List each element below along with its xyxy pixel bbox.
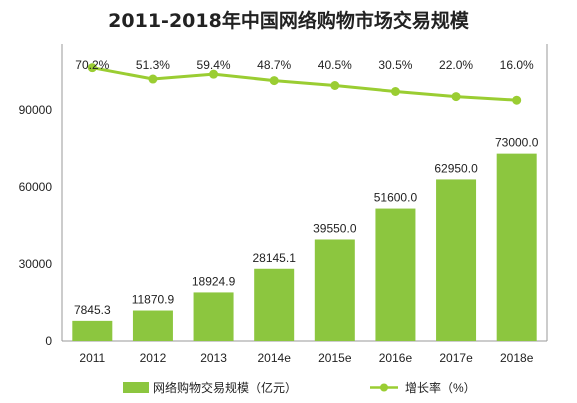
growth-rate-label: 30.5% bbox=[378, 58, 412, 72]
x-tick-label: 2014e bbox=[258, 351, 292, 365]
bar bbox=[314, 239, 355, 341]
x-tick-label: 2017e bbox=[439, 351, 473, 365]
x-tick-label: 2013 bbox=[200, 351, 227, 365]
bar-value-label: 39550.0 bbox=[313, 221, 357, 235]
x-tick-label: 2018e bbox=[500, 351, 534, 365]
bar-value-label: 51600.0 bbox=[374, 191, 418, 205]
bar bbox=[436, 179, 477, 341]
bar bbox=[132, 310, 173, 341]
bar bbox=[193, 292, 234, 341]
y-tick-label: 0 bbox=[45, 334, 52, 348]
x-tick-label: 2012 bbox=[140, 351, 167, 365]
growth-rate-point bbox=[87, 63, 97, 73]
bar-value-label: 73000.0 bbox=[495, 136, 539, 150]
growth-rate-point bbox=[148, 74, 158, 84]
growth-rate-point bbox=[209, 69, 219, 79]
growth-rate-point bbox=[269, 76, 279, 86]
growth-rate-label: 70.2% bbox=[75, 58, 109, 72]
bar-value-label: 11870.9 bbox=[132, 293, 175, 307]
bar-value-label: 28145.1 bbox=[252, 251, 296, 265]
bar bbox=[375, 208, 416, 341]
growth-rate-label: 40.5% bbox=[318, 58, 352, 72]
growth-rate-point bbox=[390, 87, 400, 96]
growth-rate-point bbox=[451, 92, 461, 102]
bar-value-label: 18924.9 bbox=[192, 274, 236, 288]
bar bbox=[72, 320, 113, 341]
growth-rate-label: 48.7% bbox=[257, 58, 291, 72]
growth-rate-label: 22.0% bbox=[439, 58, 473, 72]
chart-title: 2011-2018年中国网络购物市场交易规模 bbox=[108, 10, 469, 32]
x-tick-label: 2011 bbox=[79, 351, 105, 365]
legend-bar-swatch bbox=[123, 382, 149, 393]
bar-value-label: 7845.3 bbox=[74, 303, 111, 317]
bar bbox=[496, 153, 537, 341]
growth-rate-label: 51.3% bbox=[136, 58, 170, 72]
growth-rate-line bbox=[92, 66, 517, 102]
bar-value-label: 62950.0 bbox=[434, 161, 478, 175]
bar bbox=[254, 268, 295, 341]
legend-line-label: 增长率（%） bbox=[405, 380, 476, 395]
growth-rate-label: 59.4% bbox=[197, 58, 231, 72]
growth-rate-point bbox=[330, 81, 340, 90]
growth-rate-point bbox=[512, 95, 522, 105]
x-tick-label: 2015e bbox=[318, 351, 352, 365]
y-tick-label: 30000 bbox=[19, 257, 53, 271]
growth-rate-label: 16.0% bbox=[500, 58, 534, 72]
legend-bar-label: 网络购物交易规模（亿元） bbox=[153, 380, 297, 395]
y-tick-label: 90000 bbox=[19, 103, 53, 117]
y-tick-label: 60000 bbox=[19, 180, 53, 194]
legend-line-marker bbox=[380, 383, 388, 392]
x-tick-label: 2016e bbox=[379, 351, 413, 365]
